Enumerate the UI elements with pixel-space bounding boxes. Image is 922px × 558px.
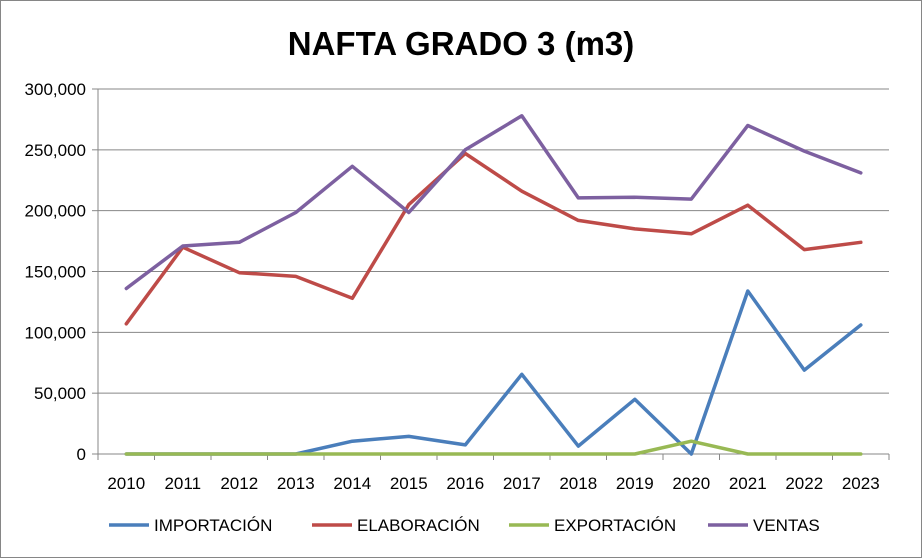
legend-label-elaboracion: ELABORACIÓN xyxy=(357,516,480,535)
y-tick-label: 200,000 xyxy=(25,202,86,221)
x-tick-label: 2011 xyxy=(164,474,201,493)
x-tick-label: 2018 xyxy=(559,474,597,493)
x-tick-label: 2020 xyxy=(672,474,710,493)
legend: IMPORTACIÓN ELABORACIÓN EXPORTACIÓN VENTAS xyxy=(109,516,820,535)
x-tick-label: 2023 xyxy=(842,474,880,493)
series-line-ventas xyxy=(124,114,863,291)
x-tick-label: 2012 xyxy=(220,474,258,493)
x-tick-label: 2013 xyxy=(277,474,315,493)
series-line-importacion xyxy=(124,289,863,456)
legend-label-ventas: VENTAS xyxy=(753,516,820,535)
y-tick-label: 0 xyxy=(77,445,86,464)
legend-label-exportacion: EXPORTACIÓN xyxy=(554,516,676,535)
series-lines xyxy=(124,114,863,456)
x-tick-label: 2015 xyxy=(390,474,428,493)
y-tick-label: 300,000 xyxy=(25,80,86,99)
series-line-exportacion xyxy=(124,439,863,456)
x-tick-label: 2010 xyxy=(107,474,145,493)
x-tick-label: 2022 xyxy=(785,474,823,493)
x-tick-label: 2021 xyxy=(729,474,767,493)
x-tick-label: 2017 xyxy=(503,474,541,493)
y-tick-label: 250,000 xyxy=(25,141,86,160)
chart-title: NAFTA GRADO 3 (m3) xyxy=(288,25,635,62)
x-tick-label: 2019 xyxy=(616,474,654,493)
series-line-elaboracion xyxy=(124,151,863,326)
x-axis-ticks: 2010 2011 2012 2013 2014 2015 2016 2017 2018 2019… xyxy=(97,454,890,493)
y-tick-label: 100,000 xyxy=(25,323,86,342)
gridlines xyxy=(98,88,889,394)
y-tick-label: 150,000 xyxy=(25,263,86,282)
y-tick-label: 50,000 xyxy=(34,384,86,403)
x-tick-label: 2016 xyxy=(446,474,484,493)
legend-label-importacion: IMPORTACIÓN xyxy=(154,516,272,535)
y-axis-ticks: 0 50,000 100,000 150,000 200,000 250,000 300,0… xyxy=(25,80,98,464)
x-tick-label: 2014 xyxy=(333,474,371,493)
